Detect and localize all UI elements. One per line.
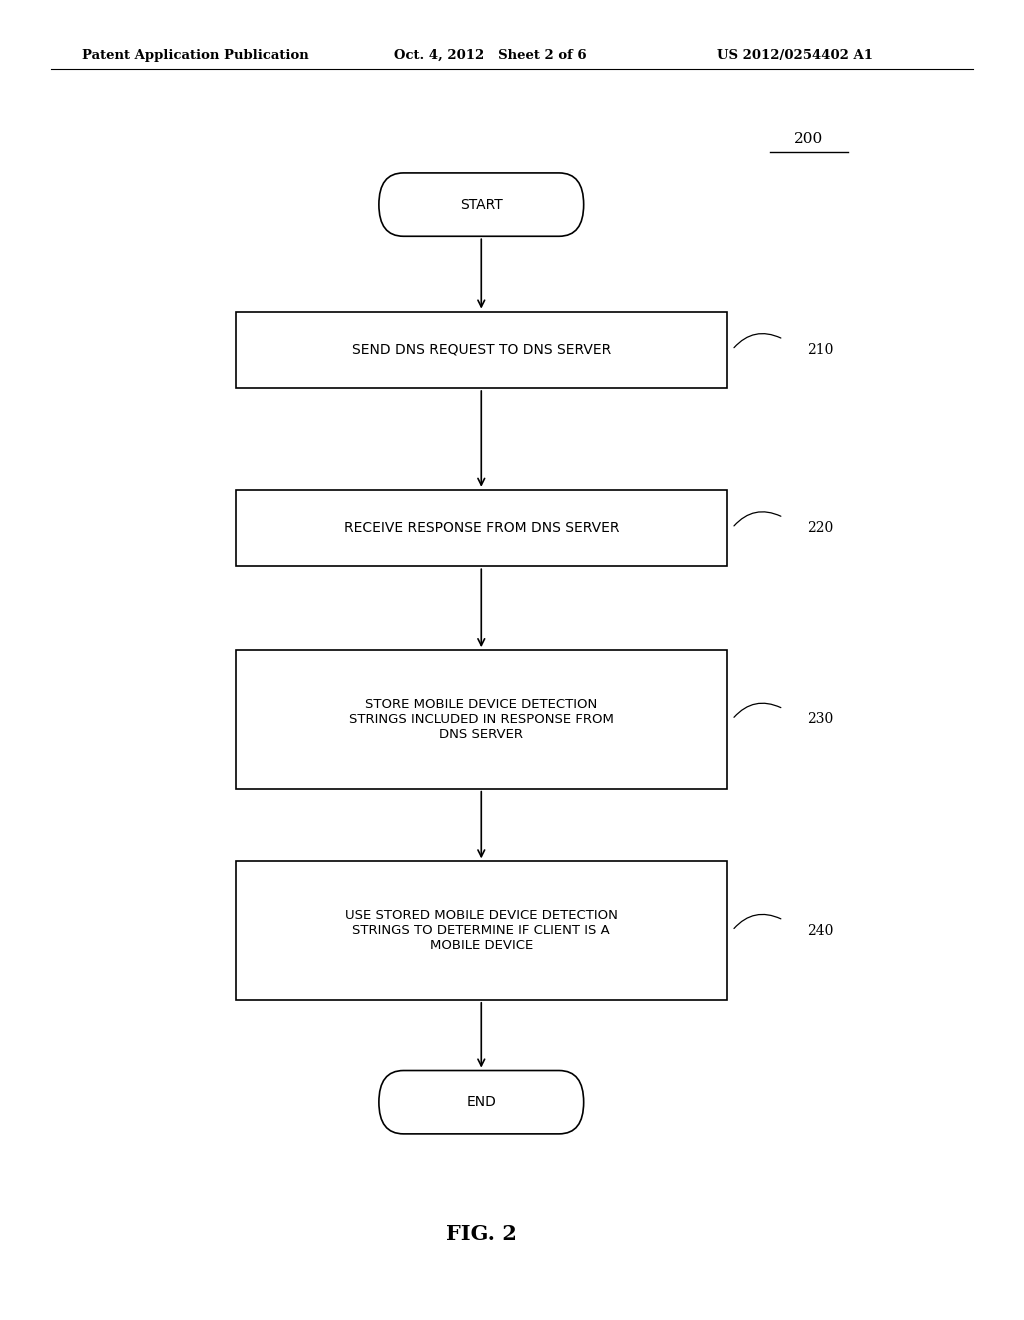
Text: 210: 210 <box>807 343 834 356</box>
Text: 220: 220 <box>807 521 834 535</box>
Text: US 2012/0254402 A1: US 2012/0254402 A1 <box>717 49 872 62</box>
Text: Patent Application Publication: Patent Application Publication <box>82 49 308 62</box>
FancyBboxPatch shape <box>379 173 584 236</box>
Text: 200: 200 <box>795 132 823 145</box>
FancyBboxPatch shape <box>379 1071 584 1134</box>
Text: FIG. 2: FIG. 2 <box>445 1224 517 1245</box>
Text: END: END <box>466 1096 497 1109</box>
Text: USE STORED MOBILE DEVICE DETECTION
STRINGS TO DETERMINE IF CLIENT IS A
MOBILE DE: USE STORED MOBILE DEVICE DETECTION STRIN… <box>345 909 617 952</box>
Text: 230: 230 <box>807 713 834 726</box>
Text: START: START <box>460 198 503 211</box>
Text: STORE MOBILE DEVICE DETECTION
STRINGS INCLUDED IN RESPONSE FROM
DNS SERVER: STORE MOBILE DEVICE DETECTION STRINGS IN… <box>349 698 613 741</box>
Text: 240: 240 <box>807 924 834 937</box>
Bar <box>236 490 727 566</box>
Bar <box>236 862 727 1001</box>
Text: RECEIVE RESPONSE FROM DNS SERVER: RECEIVE RESPONSE FROM DNS SERVER <box>343 521 620 535</box>
Bar <box>236 312 727 388</box>
Text: Oct. 4, 2012   Sheet 2 of 6: Oct. 4, 2012 Sheet 2 of 6 <box>394 49 587 62</box>
Text: SEND DNS REQUEST TO DNS SERVER: SEND DNS REQUEST TO DNS SERVER <box>351 343 611 356</box>
Bar <box>236 649 727 788</box>
